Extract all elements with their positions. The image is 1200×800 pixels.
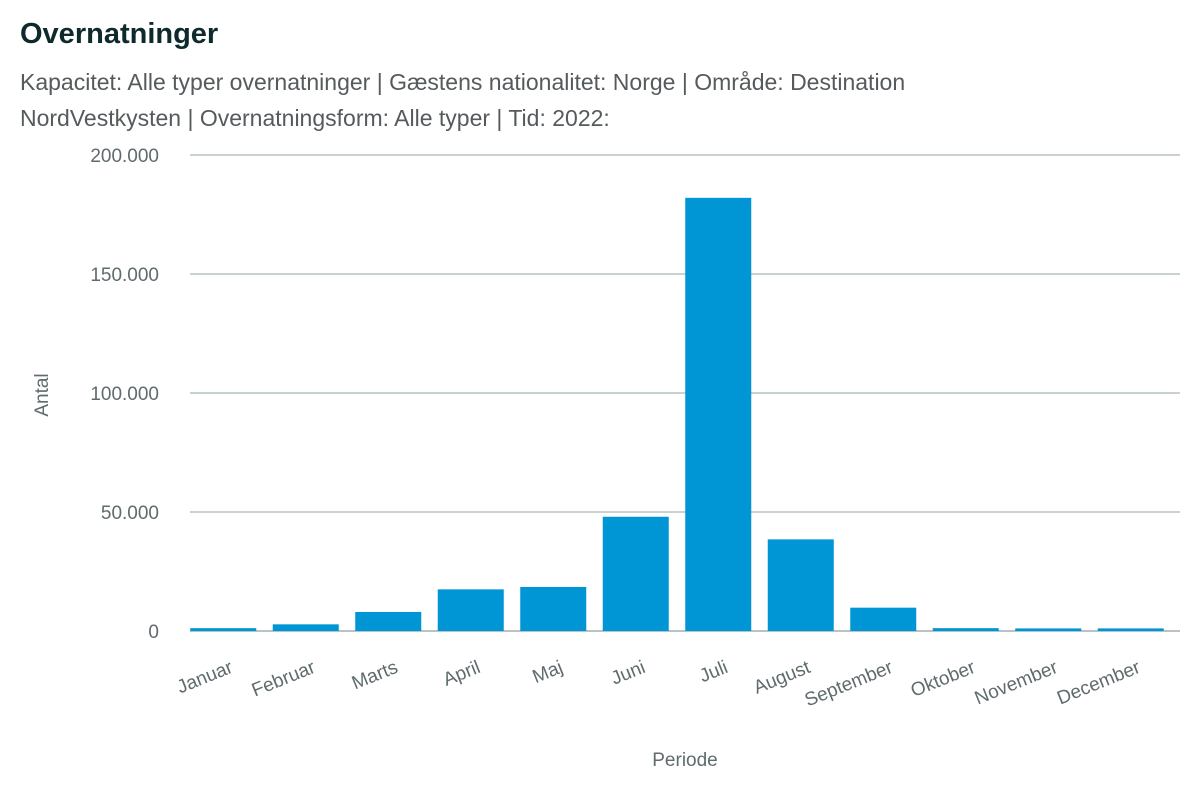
y-axis-label: Antal xyxy=(32,373,53,416)
x-tick-label: November xyxy=(972,657,1062,710)
bar-august xyxy=(767,539,834,631)
bar-april xyxy=(437,589,504,631)
y-tick-label: 50.000 xyxy=(101,503,159,524)
x-tick-label: September xyxy=(802,657,897,712)
bar-juli xyxy=(685,197,752,631)
bar-juni xyxy=(602,516,669,631)
x-tick-label: Juni xyxy=(608,657,648,690)
y-tick-labels: 0 50.000 100.000 150.000 200.000 xyxy=(90,146,159,643)
bar-november xyxy=(1015,628,1082,631)
gridlines xyxy=(190,154,1180,632)
x-tick-labels: Januar Februar Marts April Maj Juni Juli August… xyxy=(174,657,1144,712)
y-tick-label: 100.000 xyxy=(90,384,159,405)
chart-title: Overnatninger xyxy=(20,18,219,50)
chart-subtitle: Kapacitet: Alle typer overnatninger | Gæ… xyxy=(20,69,906,131)
bar-oktober xyxy=(932,628,999,631)
bar-marts xyxy=(355,611,422,631)
bars xyxy=(190,197,1164,631)
bar-februar xyxy=(272,624,339,631)
bar-januar xyxy=(190,628,257,631)
x-tick-label: Juli xyxy=(697,657,731,687)
bar-december xyxy=(1097,628,1164,631)
x-tick-label: Maj xyxy=(530,657,566,688)
x-tick-label: Oktober xyxy=(908,657,979,702)
y-tick-label: 150.000 xyxy=(90,265,159,286)
x-tick-label: Januar xyxy=(174,657,236,698)
y-tick-label: 0 xyxy=(148,622,159,643)
x-axis-label: Periode xyxy=(652,750,718,771)
x-tick-label: Februar xyxy=(249,657,319,702)
x-tick-label: December xyxy=(1054,657,1144,710)
y-tick-label: 200.000 xyxy=(90,146,159,167)
x-tick-label: April xyxy=(440,657,483,691)
x-tick-label: Marts xyxy=(349,657,401,694)
bar-maj xyxy=(520,586,587,631)
bar-september xyxy=(850,607,917,631)
